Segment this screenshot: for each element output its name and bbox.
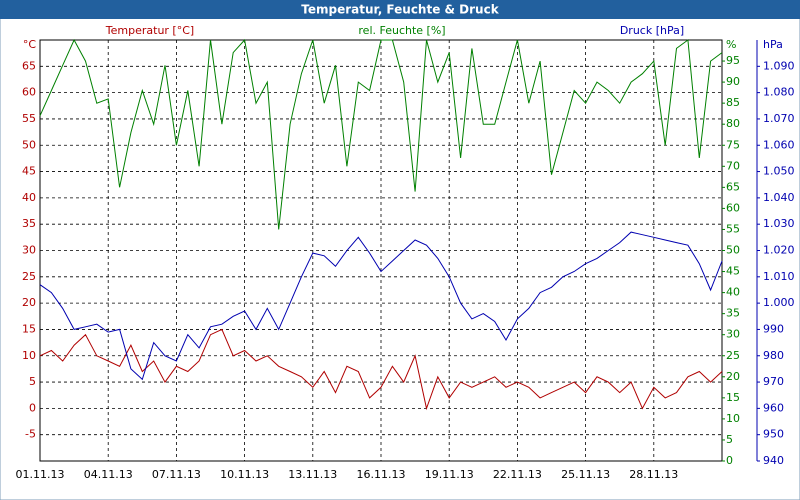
y-tick-label: 10 — [22, 349, 36, 362]
y3-tick-label: 950 — [763, 428, 784, 441]
y-tick-label: 60 — [22, 86, 36, 99]
y2-tick-label: 45 — [726, 265, 740, 278]
y3-tick-label: 990 — [763, 322, 784, 335]
y-tick-label: 5 — [29, 375, 36, 388]
y-tick-label: 20 — [22, 296, 36, 309]
y2-tick-label: 20 — [726, 370, 740, 383]
y3-tick-label: 1.050 — [763, 165, 795, 178]
y2-tick-label: 0 — [726, 454, 733, 467]
y-tick-label: 65 — [22, 59, 36, 72]
y3-tick-label: 1.030 — [763, 217, 795, 230]
y2-tick-label: 40 — [726, 286, 740, 299]
x-tick-label: 16.11.13 — [357, 468, 406, 481]
y2-tick-label: 90 — [726, 75, 740, 88]
y2-tick-label: 30 — [726, 328, 740, 341]
series-line — [39, 38, 723, 230]
x-tick-label: 28.11.13 — [629, 468, 678, 481]
y2-tick-label: 70 — [726, 159, 740, 172]
y-unit: °C — [23, 38, 37, 51]
y3-tick-label: 960 — [763, 401, 784, 414]
y-tick-label: 30 — [22, 244, 36, 257]
y3-tick-label: 1.020 — [763, 244, 795, 257]
y2-tick-label: 15 — [726, 391, 740, 404]
y2-tick-label: 65 — [726, 180, 740, 193]
y3-tick-label: 1.090 — [763, 59, 795, 72]
x-tick-label: 01.11.13 — [16, 468, 65, 481]
y2-tick-label: 85 — [726, 96, 740, 109]
y-tick-label: -5 — [25, 428, 36, 441]
y-tick-label: 45 — [22, 165, 36, 178]
y3-tick-label: 1.070 — [763, 112, 795, 125]
y2-axis-title: rel. Feuchte [%] — [358, 24, 445, 37]
x-tick-label: 25.11.13 — [561, 468, 610, 481]
chart-title: Temperatur, Feuchte & Druck — [301, 3, 499, 17]
y3-tick-label: 1.040 — [763, 191, 795, 204]
x-tick-label: 22.11.13 — [493, 468, 542, 481]
y3-tick-label: 1.060 — [763, 138, 795, 151]
y-axis-title: Temperatur [°C] — [105, 24, 194, 37]
x-tick-label: 07.11.13 — [152, 468, 201, 481]
y3-tick-label: 1.010 — [763, 270, 795, 283]
y-tick-label: 55 — [22, 112, 36, 125]
series-line — [39, 231, 723, 381]
y2-tick-label: 25 — [726, 349, 740, 362]
y3-tick-label: 1.080 — [763, 86, 795, 99]
y-tick-label: 25 — [22, 270, 36, 283]
y3-tick-label: 980 — [763, 349, 784, 362]
y-tick-label: 40 — [22, 191, 36, 204]
y2-unit: % — [726, 38, 736, 51]
x-tick-label: 13.11.13 — [288, 468, 337, 481]
y2-tick-label: 75 — [726, 138, 740, 151]
y2-tick-label: 60 — [726, 201, 740, 214]
y2-tick-label: 80 — [726, 117, 740, 130]
x-tick-label: 19.11.13 — [425, 468, 474, 481]
y2-tick-label: 35 — [726, 307, 740, 320]
y-tick-label: 50 — [22, 138, 36, 151]
y2-tick-label: 55 — [726, 222, 740, 235]
y3-tick-label: 1.000 — [763, 296, 795, 309]
y3-axis-title: Druck [hPa] — [620, 24, 684, 37]
x-tick-label: 10.11.13 — [220, 468, 269, 481]
y2-tick-label: 10 — [726, 412, 740, 425]
y3-tick-label: 940 — [763, 454, 784, 467]
x-tick-label: 04.11.13 — [84, 468, 133, 481]
y3-unit: hPa — [763, 38, 783, 51]
y-tick-label: 15 — [22, 322, 36, 335]
y2-tick-label: 50 — [726, 244, 740, 257]
series-line — [39, 328, 723, 411]
title-bar — [0, 0, 800, 19]
y2-tick-label: 5 — [726, 433, 733, 446]
y2-tick-label: 95 — [726, 54, 740, 67]
y-tick-label: 35 — [22, 217, 36, 230]
y3-tick-label: 970 — [763, 375, 784, 388]
y-tick-label: 0 — [29, 401, 36, 414]
